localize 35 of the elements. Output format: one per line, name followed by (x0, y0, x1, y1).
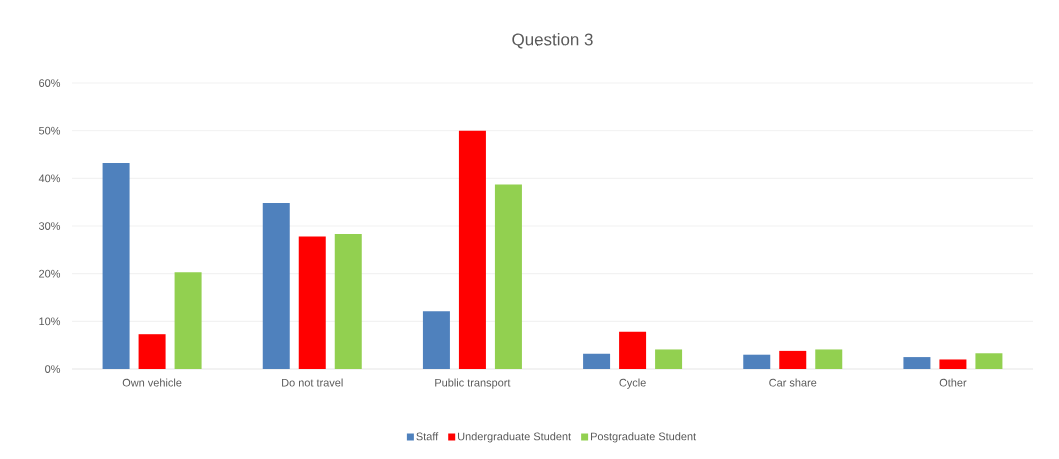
x-tick-label: Other (939, 378, 967, 387)
bar (458, 130, 486, 369)
bar (939, 359, 967, 369)
x-tick-label: Cycle (619, 378, 646, 389)
bar (298, 236, 326, 369)
bar (903, 357, 931, 369)
y-tick-label: 10% (39, 317, 61, 326)
bar (102, 163, 130, 369)
bar (334, 234, 362, 369)
legend-label: Staff (416, 432, 439, 441)
y-tick-label: 60% (39, 79, 61, 87)
bar (138, 334, 166, 369)
y-tick-label: 40% (38, 174, 61, 183)
legend-label: Postgraduate Student (591, 432, 697, 443)
y-tick-label: 50% (38, 126, 61, 135)
bar (262, 203, 290, 369)
legend-label: Undergraduate Student (458, 432, 572, 443)
x-tick-label: Public transport (435, 378, 511, 389)
y-tick-label: 30% (38, 222, 61, 230)
bar (619, 331, 647, 369)
bar (815, 349, 843, 369)
bar (655, 349, 683, 369)
bar (583, 353, 611, 369)
x-tick-label: Do not travel (282, 378, 343, 387)
bar (779, 350, 807, 369)
bar (975, 353, 1003, 369)
bar (743, 354, 771, 369)
bar (174, 272, 202, 369)
x-tick-label: Car share (769, 378, 817, 387)
y-tick-label: 20% (39, 269, 61, 278)
y-tick-label: 0% (45, 365, 61, 373)
bar (494, 184, 522, 369)
x-tick-label: Own vehicle (122, 378, 182, 387)
bar (422, 311, 450, 369)
chart-title: Question 3 (512, 33, 593, 49)
